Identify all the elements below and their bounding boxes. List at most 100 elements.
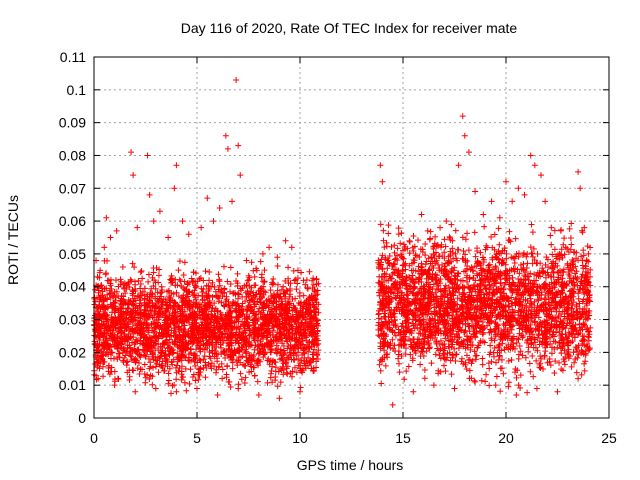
roti-point [196,342,203,349]
roti-point [547,362,554,369]
roti-point [291,364,298,371]
roti-point [293,330,300,337]
roti-point [278,334,285,341]
roti-point [561,361,568,368]
roti-point [401,376,408,383]
roti-point [511,268,518,275]
roti-point [561,235,568,242]
roti-point [575,331,582,338]
roti-point [209,347,216,354]
roti-point [298,269,305,276]
roti-point [415,263,422,270]
roti-point [165,380,172,387]
roti-point [290,267,297,274]
roti-point [385,230,392,237]
roti-point [100,373,107,380]
roti-point [244,315,251,322]
roti-point [506,267,513,274]
roti-point [452,250,459,257]
roti-point [292,305,299,312]
roti-point [156,266,163,273]
roti-point [164,339,171,346]
roti-point [412,252,419,259]
roti-point [378,380,385,387]
roti-point [454,295,461,302]
roti-point [392,332,399,339]
roti-point [517,348,524,355]
roti-point [548,241,555,248]
roti-point [557,272,564,279]
roti-point [272,347,279,354]
roti-point [227,264,234,271]
roti-point [173,334,180,341]
roti-point [166,336,173,343]
roti-point [281,290,288,297]
roti-point [501,282,508,289]
roti-point [202,317,209,324]
roti-point [515,276,522,283]
roti-point [284,370,291,377]
roti-point [239,300,246,307]
roti-point [109,349,116,356]
roti-point [394,245,401,252]
roti-point [446,349,453,356]
roti-point [197,275,204,282]
roti-point [254,298,261,305]
roti-point [101,344,108,351]
roti-point [448,221,455,228]
roti-point [548,350,555,357]
roti-point [105,341,112,348]
roti-point [219,375,226,382]
roti-point [463,366,470,373]
roti-point [216,278,223,285]
roti-point [137,280,144,287]
roti-point [269,379,276,386]
roti-point [451,280,458,287]
roti-point [579,285,586,292]
roti-point [253,330,260,337]
roti-point [469,357,476,364]
roti-point [556,359,563,366]
roti-point [289,373,296,380]
roti-point [134,365,141,372]
roti-point [414,299,421,306]
roti-point [278,286,285,293]
roti-point [398,342,405,349]
roti-point [233,324,240,331]
roti-point [398,230,405,237]
roti-point [211,350,218,357]
roti-point [530,334,537,341]
roti-point [231,319,238,326]
roti-point [243,335,250,342]
roti-point [126,342,133,349]
roti-point [92,298,99,305]
roti-point [211,344,218,351]
roti-point [283,287,290,294]
roti-point [163,328,170,335]
roti-point [292,337,299,344]
roti-point [258,285,265,292]
roti-point [285,264,292,271]
roti-point [155,313,162,320]
roti-point [147,341,154,348]
roti-point [505,303,512,310]
roti-point [516,343,523,350]
roti-point [286,307,293,314]
roti-point [250,289,257,296]
roti-point [453,351,460,358]
roti-point [402,351,409,358]
roti-point [575,342,582,349]
roti-point [526,292,533,299]
roti-point [265,341,272,348]
roti-point [532,339,539,346]
roti-point [172,364,179,371]
roti-point [133,336,140,343]
roti-point [261,342,268,349]
roti-point [396,360,403,367]
roti-point [174,350,181,357]
roti-point [516,285,523,292]
roti-point [576,286,583,293]
roti-point [158,326,165,333]
roti-point [205,327,212,334]
roti-point [495,327,502,334]
